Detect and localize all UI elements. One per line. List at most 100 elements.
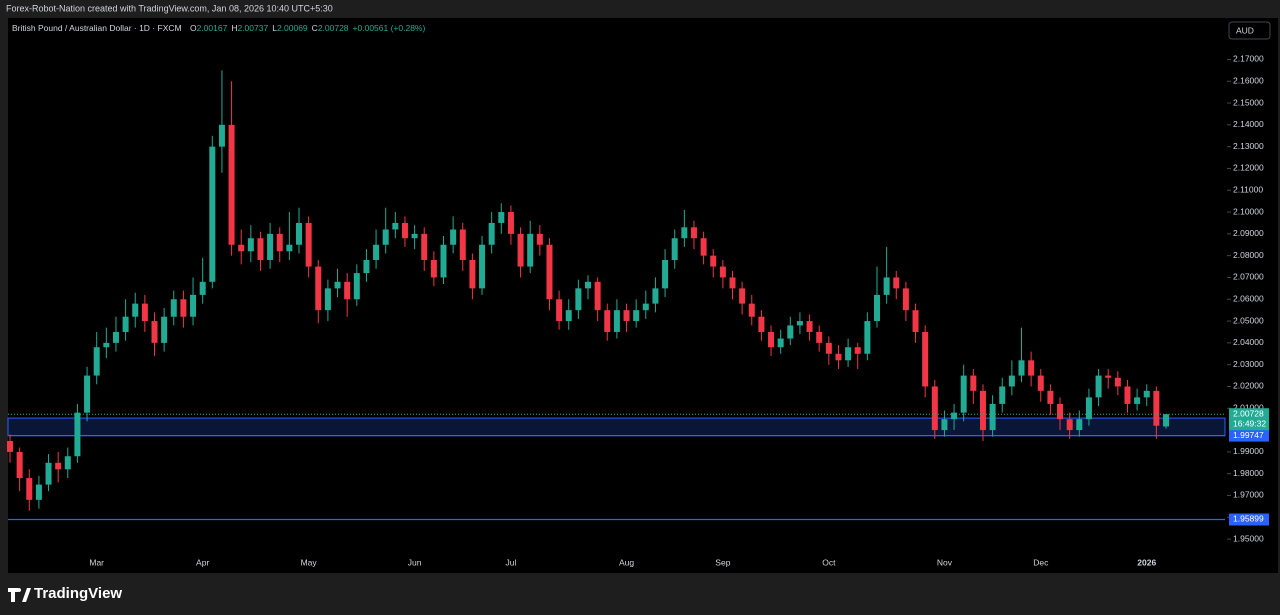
candle-body: [1066, 419, 1073, 431]
x-tick-label: Nov: [937, 557, 953, 567]
candle-body: [777, 338, 784, 348]
candle-body: [864, 321, 871, 354]
candle-body: [960, 375, 967, 413]
legend-key: O: [190, 23, 197, 33]
candle-body: [979, 390, 986, 431]
candle-body: [633, 310, 640, 322]
candle-body: [286, 244, 293, 252]
y-tick-label: 2.11000: [1233, 184, 1263, 194]
candle-body: [209, 146, 216, 282]
y-tick-label: 2.17000: [1233, 54, 1264, 64]
currency: AUD: [1236, 25, 1254, 35]
legend-key: L: [272, 23, 277, 33]
y-tick-label: 2.04000: [1233, 337, 1264, 347]
candle-body: [267, 233, 274, 261]
candle-body: [411, 233, 418, 239]
candle-body: [218, 124, 225, 147]
y-tick-label: 2.12000: [1233, 163, 1264, 173]
candle-body: [421, 233, 428, 261]
candle-body: [382, 229, 389, 245]
candle-body: [276, 233, 283, 252]
legend-key: H: [231, 23, 237, 33]
y-tick-label: 2.15000: [1233, 97, 1264, 107]
y-tick-label: 1.95000: [1233, 533, 1264, 543]
candle-body: [1134, 397, 1141, 404]
candle-body: [970, 375, 977, 391]
candle-body: [199, 281, 206, 295]
symbol: British Pound / Australian Dollar · 1D ·…: [12, 23, 182, 33]
brand-logo: [8, 588, 31, 602]
candle-body: [430, 260, 437, 278]
candle-body: [450, 229, 457, 245]
candle-body: [353, 273, 360, 300]
y-tick-label: 2.09000: [1233, 228, 1264, 238]
candle-body: [344, 281, 351, 300]
y-tick-label: 2.02000: [1233, 381, 1264, 391]
candle-body: [623, 310, 630, 322]
candle-body: [1018, 360, 1025, 376]
candle-body: [1057, 403, 1064, 420]
candle-body: [334, 281, 341, 289]
y-tick-label: 1.98000: [1233, 468, 1264, 478]
candle-body: [392, 222, 399, 230]
candle-body: [700, 238, 707, 256]
candle-body: [507, 212, 514, 234]
candle-body: [835, 353, 842, 361]
y-tick-label: 2.03000: [1233, 359, 1264, 369]
candle-body: [257, 238, 264, 261]
zone: [7, 417, 1226, 437]
candle-body: [893, 277, 900, 289]
candle-body: [796, 321, 803, 326]
candle-body: [238, 244, 245, 252]
candle-body: [64, 456, 71, 470]
y-tick-label: 2.06000: [1233, 294, 1264, 304]
y-tick-label: 2.13000: [1233, 141, 1264, 151]
y-tick-label: 2.10000: [1233, 206, 1264, 216]
candle-body: [681, 227, 688, 239]
y-tick-label: 1.99000: [1233, 446, 1264, 456]
candle-body: [854, 347, 861, 354]
candle-body: [517, 233, 524, 267]
candle-body: [585, 281, 591, 289]
x-tick-label: May: [301, 557, 318, 567]
candle-body: [1105, 375, 1112, 378]
candle-body: [1124, 386, 1131, 404]
candle-body: [1095, 375, 1102, 398]
candle-body: [719, 266, 726, 278]
candle-body: [228, 124, 235, 245]
candle-body: [690, 227, 697, 239]
candle-body: [93, 347, 100, 376]
candle-body: [16, 451, 23, 479]
currency-button[interactable]: [1228, 21, 1271, 40]
candle-body: [845, 347, 852, 361]
candle-body: [758, 316, 765, 332]
brand: TradingView: [34, 585, 122, 602]
candle-body: [951, 412, 958, 420]
candle-body: [373, 244, 380, 261]
candle-body: [922, 331, 929, 387]
candle-body: [469, 260, 476, 289]
x-tick-label: Aug: [619, 557, 634, 567]
candle-body: [74, 412, 81, 457]
candle-body: [768, 331, 775, 348]
candle-body: [1085, 397, 1092, 420]
x-tick-label: 2026: [1137, 557, 1156, 567]
candle-body: [141, 303, 148, 322]
candle-body: [662, 260, 669, 289]
candle-body: [825, 342, 832, 354]
candle-body: [247, 238, 254, 252]
candle-body: [931, 386, 938, 431]
candle-body: [999, 386, 1006, 404]
candle-body: [45, 462, 52, 485]
last-price-tag: [1229, 408, 1269, 431]
plot-background: [8, 18, 1278, 573]
candle-body: [459, 229, 466, 261]
candle-body: [806, 321, 813, 332]
candle-body: [652, 288, 659, 304]
y-tick-label: 2.05000: [1233, 315, 1264, 325]
candle-body: [556, 299, 563, 322]
candle-body: [536, 233, 543, 245]
plot: [7, 70, 1226, 521]
candle-body: [112, 331, 119, 343]
